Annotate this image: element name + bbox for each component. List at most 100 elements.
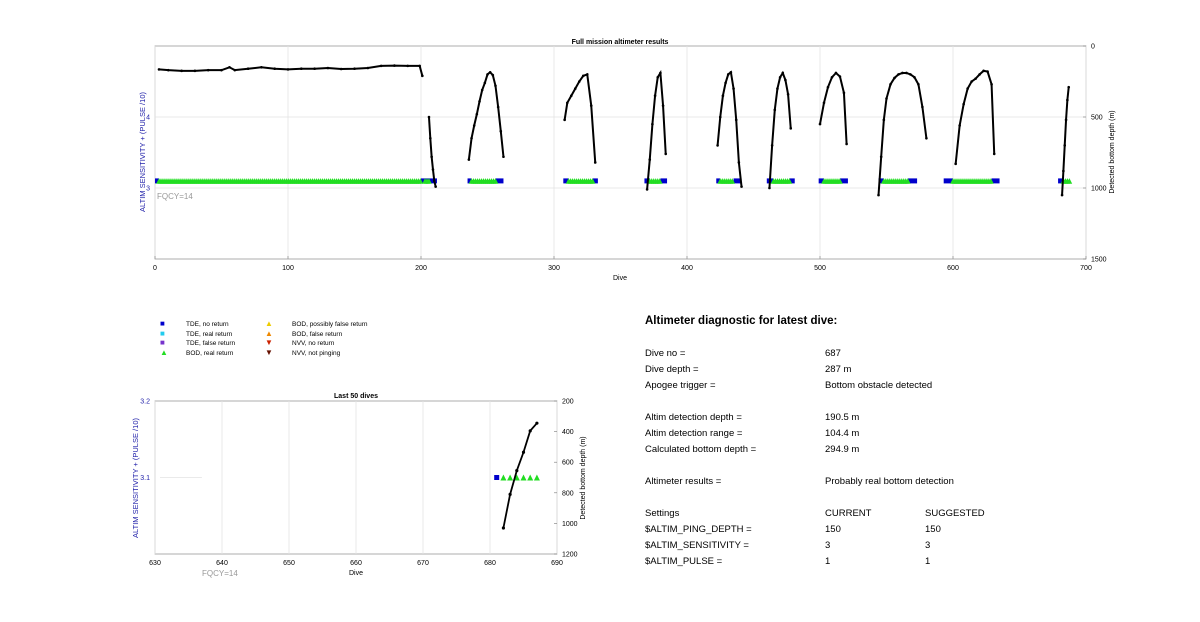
top-bottom-depth-line [877, 71, 928, 196]
top-bottom-depth-point [246, 67, 250, 71]
top-bottom-depth-point [566, 101, 569, 105]
top-bod-real-return-marker [589, 178, 596, 184]
top-bottom-depth-point [393, 64, 396, 67]
top-bottom-depth-point [193, 69, 197, 73]
last-50-dives-chart: 630 640 650 660 670 680 690 3.1 3.2 200 400 600 800 1… [131, 393, 587, 578]
top-bottom-depth-point [418, 64, 421, 68]
top-bottom-depth-point [180, 69, 183, 73]
top-bottom-depth-point [877, 193, 880, 197]
legend-marker-square: ■ [160, 328, 165, 338]
diag-value-apogee-trigger: Bottom obstacle detected [825, 380, 933, 391]
top-bottom-depth-point [478, 100, 481, 103]
top-bottom-depth-point [431, 168, 435, 171]
bottom-bottom-depth-point [528, 429, 532, 433]
bottom-right-tick-label: 1200 [562, 552, 578, 559]
top-bottom-depth-point [724, 81, 727, 85]
top-bod-real-return-marker [1066, 178, 1073, 184]
top-bod-real-return-marker [729, 178, 736, 184]
top-right-axis-label: Detected bottom depth (m) [1109, 110, 1116, 193]
top-bod-real-return-marker [988, 178, 994, 184]
top-bottom-depth-point [577, 80, 581, 83]
top-bottom-depth-point [737, 161, 741, 164]
bottom-right-tick-label: 200 [562, 399, 574, 406]
top-bottom-depth-point [585, 73, 589, 76]
top-right-tick-label: 0 [1091, 44, 1095, 51]
top-bottom-depth-point [488, 70, 492, 74]
top-bottom-depth-point [925, 137, 928, 140]
top-bottom-depth-point [228, 66, 231, 69]
top-bottom-depth-point [729, 70, 733, 74]
setting-current-pulse: 1 [825, 556, 831, 567]
top-bottom-depth-point [1063, 144, 1067, 147]
top-bottom-depth-line [716, 70, 743, 187]
top-bottom-depth-point [421, 74, 424, 78]
top-bottom-depth-point [470, 137, 473, 140]
top-bottom-depth-point [467, 158, 471, 161]
top-bottom-depth-point [563, 118, 566, 122]
top-bod-real-return-marker [837, 178, 843, 184]
bottom-right-tick-label: 1000 [562, 521, 578, 528]
top-bottom-depth-point [974, 77, 977, 80]
top-bottom-depth-point [502, 155, 505, 159]
top-bottom-depth-point [826, 85, 830, 89]
top-bottom-depth-point [475, 112, 479, 116]
top-bottom-depth-point [982, 69, 985, 73]
top-bottom-depth-point [483, 81, 487, 85]
bottom-right-tick-label: 400 [562, 429, 574, 436]
top-tde-no-return-marker [818, 178, 824, 184]
bottom-left-tick-label: 3.2 [140, 399, 150, 406]
bottom-bod-real-return-marker [527, 474, 534, 481]
top-bottom-depth-point [716, 144, 719, 147]
top-tde-no-return-marker [878, 178, 884, 184]
bottom-left-tick-label: 3.1 [140, 475, 150, 482]
top-bottom-depth-point [838, 75, 842, 78]
top-bottom-depth-point [718, 115, 722, 119]
setting-suggested-pulse: 1 [925, 556, 931, 567]
top-bod-real-return-marker [904, 178, 911, 184]
top-bottom-depth-point [434, 185, 437, 188]
diag-value-detection-depth: 190.5 m [825, 412, 860, 423]
top-x-tick-label: 600 [947, 265, 959, 272]
bottom-x-tick-label: 650 [283, 560, 295, 567]
legend-item-label: TDE, no return [186, 321, 229, 328]
bottom-chart-title: Last 50 dives [334, 393, 378, 400]
diag-value-bottom-depth: 294.9 m [825, 444, 860, 455]
top-bottom-depth-point [978, 73, 981, 76]
top-x-axis-label: Dive [613, 275, 627, 282]
top-tde-no-return-marker [991, 178, 1000, 184]
top-x-tick-label: 700 [1080, 265, 1092, 272]
diag-label-altimeter-results: Altimeter results = [645, 476, 722, 487]
legend-item-label: TDE, real return [186, 330, 233, 338]
top-bottom-depth-point [842, 91, 846, 95]
top-bottom-depth-line [646, 69, 667, 190]
top-bottom-depth-point [970, 80, 973, 83]
top-bottom-depth-point [313, 67, 316, 71]
top-bottom-depth-point [300, 67, 303, 71]
top-bottom-depth-point [893, 76, 896, 80]
top-left-tick-label: 3 [146, 186, 150, 193]
settings-header-current: CURRENT [825, 508, 872, 519]
top-bottom-depth-point [661, 104, 665, 107]
bottom-right-tick-label: 800 [562, 490, 574, 497]
top-x-tick-label: 0 [153, 265, 157, 272]
top-bottom-depth-point [913, 75, 916, 79]
top-bottom-depth-point [573, 87, 577, 90]
top-right-tick-label: 1500 [1091, 257, 1107, 264]
top-bottom-depth-point [921, 105, 924, 109]
top-bottom-depth-point [1064, 118, 1068, 122]
top-bottom-depth-point [1060, 193, 1064, 197]
top-tde-no-return-marker [907, 178, 918, 184]
top-tde-no-return-marker [1058, 178, 1063, 184]
bottom-right-tick-label: 600 [562, 460, 574, 467]
top-bod-real-return-marker [426, 178, 432, 184]
top-tde-no-return-marker [592, 178, 598, 184]
legend-marker-triangle-up: ▲ [265, 328, 273, 338]
top-bottom-depth-point [879, 155, 883, 159]
top-bottom-depth-point [653, 94, 657, 97]
top-bottom-depth-point [882, 118, 886, 122]
bottom-bottom-depth-line [502, 422, 538, 529]
top-left-axis-label: ALTIM SENSITIVITY + (PULSE /10) [138, 92, 147, 212]
top-tde-no-return-marker [839, 178, 848, 184]
top-bottom-depth-point [958, 124, 961, 127]
